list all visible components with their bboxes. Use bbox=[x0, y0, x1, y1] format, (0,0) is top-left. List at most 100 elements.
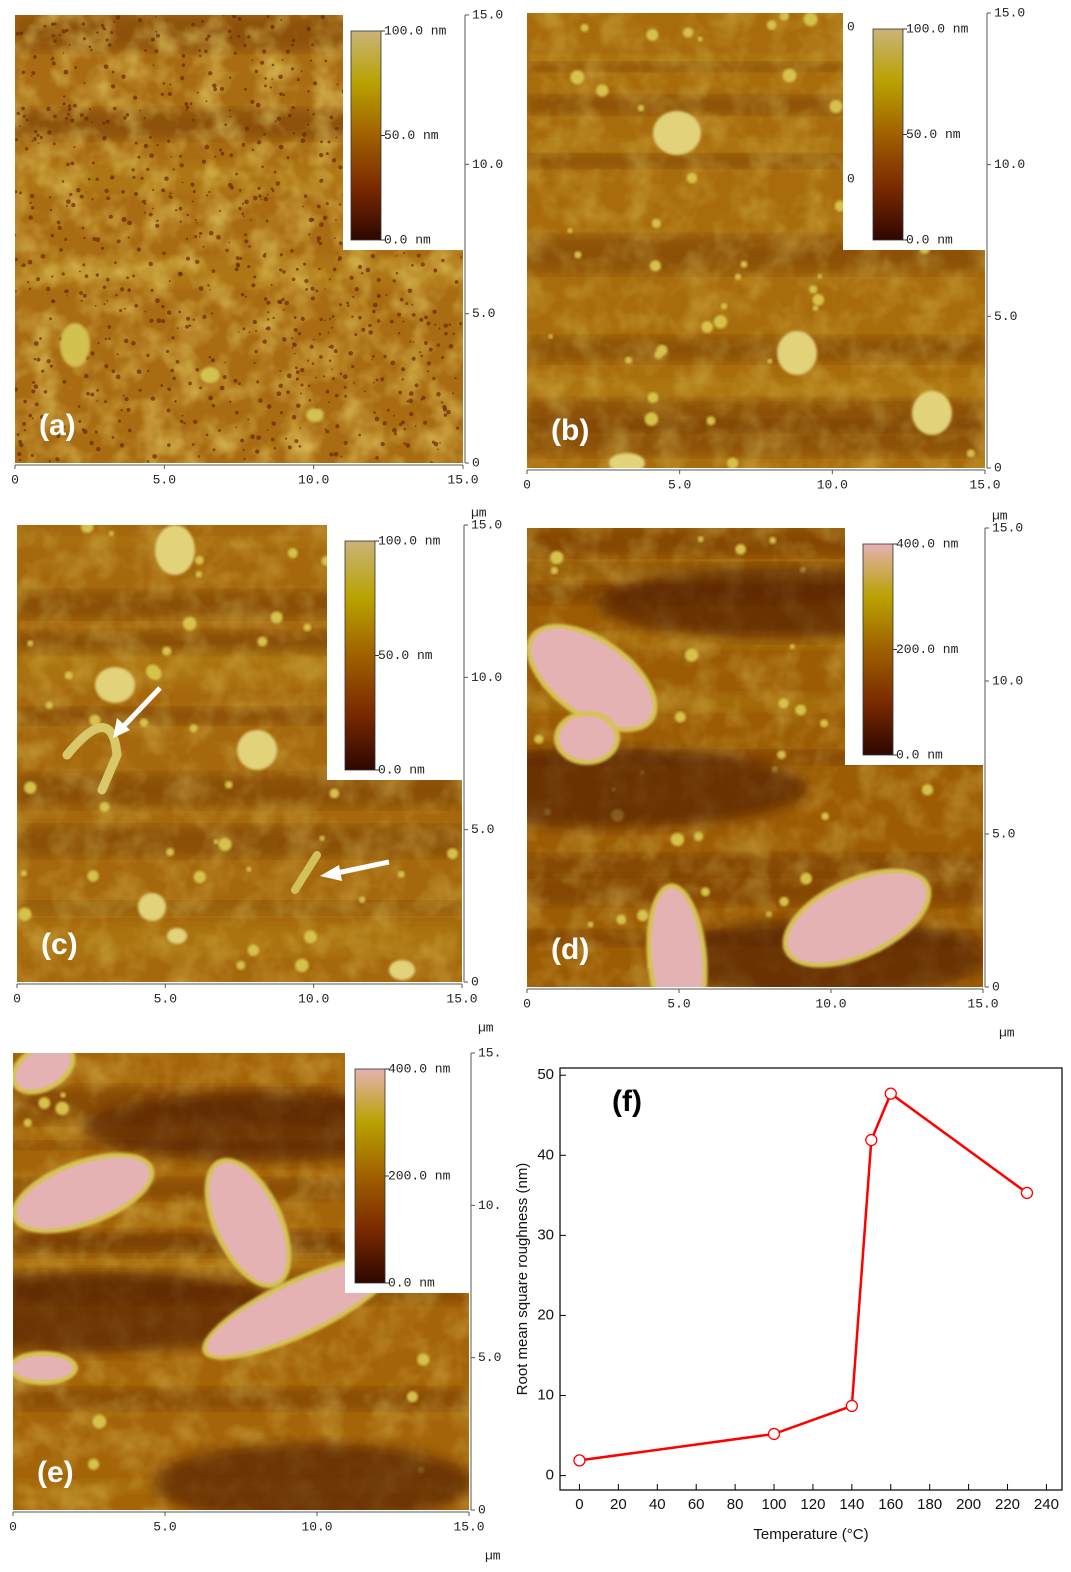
pore bbox=[207, 34, 210, 37]
pore bbox=[262, 340, 266, 344]
pore bbox=[423, 421, 427, 425]
x-tick-label: 20 bbox=[610, 1496, 627, 1513]
colorbar-label: 200.0 nm bbox=[388, 1168, 451, 1183]
pore bbox=[324, 288, 326, 290]
pore bbox=[402, 321, 404, 323]
pore bbox=[76, 188, 80, 192]
pore bbox=[313, 339, 315, 341]
pore bbox=[139, 389, 142, 392]
y-tick-label: 0 bbox=[994, 460, 1002, 475]
pore bbox=[219, 149, 222, 152]
particle-large bbox=[777, 331, 817, 375]
pore bbox=[111, 370, 115, 374]
pore bbox=[23, 115, 26, 118]
pore bbox=[256, 103, 261, 108]
pore bbox=[292, 415, 297, 420]
x-tick-label: 0 bbox=[575, 1496, 583, 1513]
pore bbox=[96, 447, 100, 451]
pore bbox=[167, 310, 172, 315]
pore bbox=[271, 284, 273, 286]
pore bbox=[170, 156, 172, 158]
pore bbox=[353, 382, 355, 384]
pore bbox=[255, 330, 257, 332]
pore bbox=[180, 76, 184, 80]
pore bbox=[333, 268, 337, 272]
pore bbox=[96, 31, 98, 33]
pore bbox=[292, 343, 296, 347]
pore bbox=[15, 290, 17, 292]
pore bbox=[330, 345, 334, 349]
pore bbox=[286, 50, 290, 54]
pore bbox=[19, 125, 21, 127]
pore bbox=[212, 448, 215, 451]
pore bbox=[260, 61, 264, 65]
pore bbox=[39, 337, 42, 340]
pore bbox=[247, 418, 249, 420]
x-tick-label: 80 bbox=[727, 1496, 744, 1513]
particle bbox=[714, 315, 727, 328]
pore bbox=[149, 153, 154, 158]
pore bbox=[279, 384, 283, 388]
pore bbox=[132, 274, 135, 277]
pore bbox=[229, 242, 231, 244]
particle bbox=[813, 305, 819, 311]
pore bbox=[312, 113, 314, 115]
pore bbox=[415, 425, 417, 427]
particle bbox=[701, 887, 710, 896]
pore bbox=[21, 107, 25, 111]
pore bbox=[144, 311, 146, 313]
particle bbox=[225, 781, 233, 789]
panel-label: (f) bbox=[612, 1085, 642, 1118]
y-tick-label: 0 bbox=[546, 1467, 554, 1484]
pore bbox=[377, 319, 380, 322]
pore bbox=[358, 265, 362, 269]
pore bbox=[319, 179, 323, 183]
pore bbox=[310, 345, 314, 349]
pore bbox=[427, 361, 431, 365]
pore bbox=[186, 238, 188, 240]
pore bbox=[319, 318, 322, 321]
pore bbox=[51, 234, 54, 237]
pore bbox=[144, 144, 148, 148]
pore bbox=[283, 309, 285, 311]
particle bbox=[646, 29, 658, 41]
pore bbox=[114, 261, 117, 264]
pore bbox=[408, 399, 413, 404]
pore bbox=[197, 92, 199, 94]
pore bbox=[116, 374, 121, 379]
pore bbox=[283, 94, 285, 96]
pore bbox=[264, 297, 268, 301]
particle bbox=[27, 640, 33, 646]
pore bbox=[67, 290, 69, 292]
pore bbox=[144, 212, 146, 214]
pore bbox=[19, 191, 22, 194]
particle bbox=[218, 838, 231, 851]
pore bbox=[192, 201, 194, 203]
pore bbox=[280, 411, 283, 414]
pore bbox=[66, 163, 70, 167]
pore bbox=[104, 28, 106, 30]
pore bbox=[182, 182, 184, 184]
pore bbox=[211, 312, 213, 314]
pore bbox=[52, 34, 55, 37]
plot-frame bbox=[560, 1068, 1062, 1490]
pore bbox=[236, 427, 238, 429]
panel-label: (c) bbox=[41, 928, 78, 961]
x-tick-label: 120 bbox=[800, 1496, 825, 1513]
pore bbox=[324, 428, 326, 430]
pore bbox=[375, 456, 379, 460]
colorbar-label: 100.0 nm bbox=[906, 21, 969, 36]
particle bbox=[657, 345, 668, 356]
pore bbox=[272, 64, 275, 67]
pore bbox=[438, 327, 440, 329]
pore bbox=[455, 280, 459, 284]
y-tick-label: 0 bbox=[472, 455, 480, 470]
pore bbox=[27, 281, 29, 283]
particle bbox=[694, 832, 703, 841]
pore bbox=[307, 123, 309, 125]
pore bbox=[249, 331, 251, 333]
pore bbox=[266, 301, 270, 305]
pore bbox=[411, 264, 414, 267]
pore bbox=[137, 156, 140, 159]
pore bbox=[271, 78, 273, 80]
